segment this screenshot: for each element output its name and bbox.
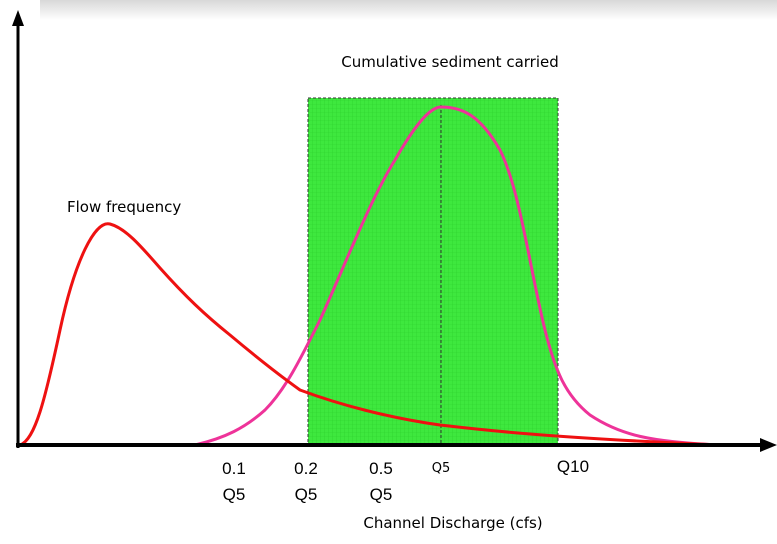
tick-label: Q5 (370, 485, 393, 504)
tick-label: 0.1 (222, 459, 246, 478)
flow-curve (19, 222, 721, 447)
marker-label: Q10 (557, 457, 589, 476)
x-arrow (760, 438, 777, 452)
top-shadow (40, 0, 777, 20)
tick-label: 0.5 (369, 459, 393, 478)
tick-label: 0.2 (294, 459, 318, 478)
marker-label: Q5 (432, 461, 451, 476)
tick-label: Q5 (223, 485, 246, 504)
y-arrow (12, 10, 24, 26)
flow-label: Flow frequency (67, 198, 181, 216)
sediment-curve (194, 105, 721, 447)
sediment-label: Cumulative sediment carried (341, 53, 559, 71)
tick-label: Q5 (295, 485, 318, 504)
x-axis-title: Channel Discharge (cfs) (363, 514, 542, 532)
effective-range-box (307, 97, 559, 446)
